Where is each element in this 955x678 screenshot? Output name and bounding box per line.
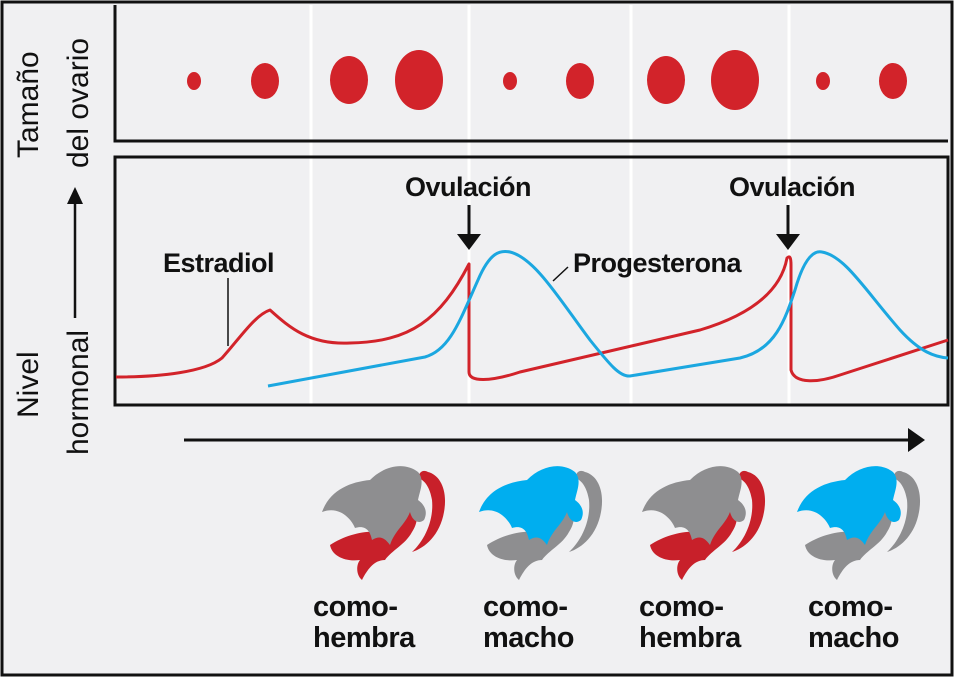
behavior-label-line2: hembra — [639, 622, 741, 654]
ovary-size-panel — [113, 5, 948, 143]
estradiol-curve — [115, 255, 949, 383]
ovary-dot — [879, 63, 907, 99]
ovulation-label-1: Ovulación — [405, 172, 532, 202]
arrow-down-icon — [457, 234, 481, 250]
behavior-label-line1: como- — [483, 591, 568, 623]
behavior-label-line1: como- — [639, 591, 724, 623]
hormone-axis-label-line1: Nivel — [12, 351, 45, 418]
y-axis-arrow — [67, 187, 83, 318]
ovary-dot — [816, 72, 830, 90]
behavior-label-line1: como- — [808, 591, 893, 623]
arrow-down-icon — [776, 234, 800, 250]
estradiol-label: Estradiol — [163, 248, 275, 278]
ovary-dots — [187, 50, 907, 110]
behavior-label-3: como- hembra — [639, 592, 741, 654]
ovary-dot — [503, 72, 517, 90]
progesterone-leader-line — [552, 266, 569, 282]
ovulation-label-2: Ovulación — [729, 172, 856, 202]
arrow-up-icon — [67, 187, 83, 204]
arrow-right-icon — [908, 428, 925, 452]
time-arrow — [184, 428, 925, 452]
behavior-label-line2: macho — [483, 622, 574, 654]
ovary-dot — [187, 72, 201, 90]
ovulation-arrow-2 — [776, 205, 800, 250]
progesterone-label: Progesterona — [573, 248, 742, 278]
behavior-label-line2: macho — [808, 622, 899, 654]
ovary-dot — [711, 50, 759, 110]
progesterone-curve — [267, 249, 949, 388]
ovary-axis-label-line2: del ovario — [62, 37, 95, 168]
ovary-dot — [395, 50, 443, 110]
ovary-axis-label-line1: Tamaño — [12, 51, 45, 158]
behavior-label-4: como- macho — [808, 592, 899, 654]
behavior-label-1: como- hembra — [313, 592, 415, 654]
ovary-dot — [330, 56, 368, 104]
behavior-label-line2: hembra — [313, 622, 415, 654]
behavior-label-line1: como- — [313, 591, 398, 623]
hormone-panel — [113, 155, 950, 407]
hormone-axis-label-line2: hormonal — [62, 329, 95, 455]
ovary-dot — [566, 63, 594, 99]
ovary-dot — [647, 56, 685, 104]
behavior-label-2: como- macho — [483, 592, 574, 654]
ovulation-arrow-1 — [457, 205, 481, 250]
ovary-dot — [251, 63, 279, 99]
